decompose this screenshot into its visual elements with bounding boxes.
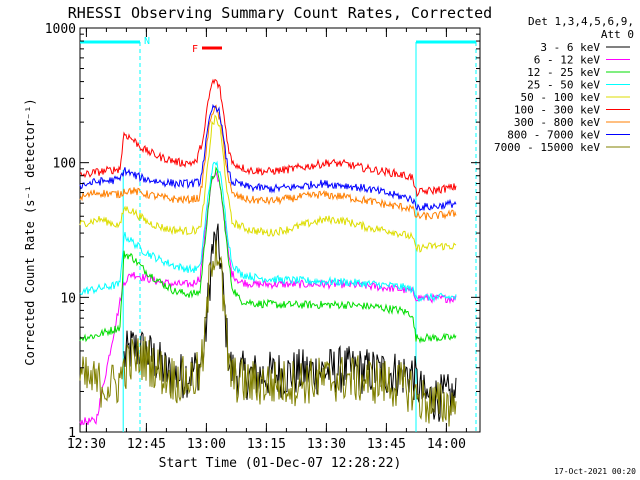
- x-tick-label: 13:30: [307, 437, 346, 452]
- footer-timestamp: 17-Oct-2021 00:20: [554, 467, 636, 476]
- legend-entry-label: 6 - 12 keV: [534, 54, 601, 67]
- legend-entry-label: 800 - 7000 keV: [507, 129, 600, 142]
- series-line-8: [79, 103, 457, 212]
- legend-header-line-1: Det 1,3,4,5,6,9,: [528, 15, 634, 28]
- series-line-5: [79, 114, 457, 253]
- y-axis-label: Corrected Count Rate (s⁻¹ detector⁻¹): [23, 98, 37, 365]
- series-layer: [79, 78, 457, 427]
- x-axis-label: Start Time (01-Dec-07 12:28:22): [159, 456, 402, 471]
- legend-entry-label: 50 - 100 keV: [521, 91, 601, 104]
- plot-border: [79, 27, 481, 433]
- series-line-2: [79, 170, 457, 426]
- series-line-9: [79, 240, 457, 427]
- legend-header-line-2: Att 0: [601, 28, 634, 41]
- x-tick-label: 12:45: [127, 437, 166, 452]
- legend-entry-label: 100 - 300 keV: [514, 104, 600, 117]
- legend-entry-label: 7000 - 15000 keV: [494, 141, 600, 154]
- y-tick-label: 10: [60, 291, 76, 306]
- x-tick-label: 12:30: [67, 437, 106, 452]
- x-axis-ticks: 12:30 12:45 13:00 13:15 13:30 13:45 14:00: [67, 28, 467, 452]
- flare-label: F: [192, 44, 198, 55]
- legend-entry-label: 25 - 50 keV: [527, 79, 600, 92]
- y-tick-label: 1: [68, 426, 76, 441]
- legend-entry-label: 12 - 25 keV: [527, 66, 600, 79]
- x-tick-label: 13:45: [367, 437, 406, 452]
- y-tick-label: 1000: [45, 22, 76, 37]
- series-line-4: [79, 160, 457, 303]
- chart-title: RHESSI Observing Summary Count Rates, Co…: [68, 4, 492, 22]
- series-line-6: [79, 78, 457, 198]
- series-line-7: [79, 104, 457, 221]
- legend-entry-label: 3 - 6 keV: [540, 41, 600, 54]
- night-label: N: [144, 36, 150, 47]
- y-axis-ticks: 1 10 100 1000: [45, 22, 480, 441]
- x-tick-label: 13:00: [187, 437, 226, 452]
- plot-frame: [79, 27, 481, 433]
- x-tick-label: 14:00: [427, 437, 466, 452]
- x-tick-label: 13:15: [247, 437, 286, 452]
- y-tick-label: 100: [53, 157, 76, 172]
- series-line-3: [79, 166, 457, 344]
- legend-entry-label: 300 - 800 keV: [514, 116, 600, 129]
